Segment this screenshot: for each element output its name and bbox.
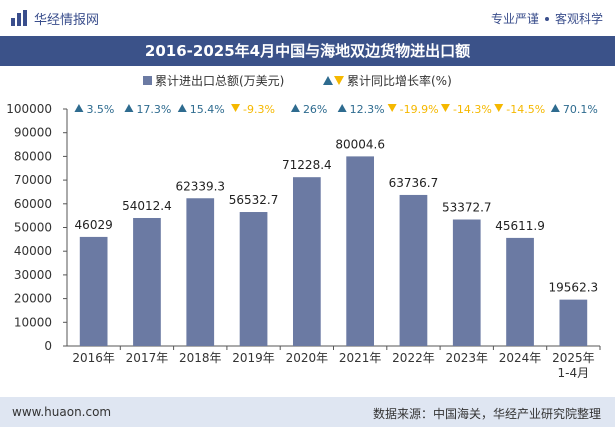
growth-up-icon [550, 104, 560, 112]
dot-separator [544, 16, 549, 21]
brand-name: 华经情报网 [34, 12, 100, 28]
tag-objective: 客观科学 [554, 12, 603, 26]
y-tick-label: 70000 [14, 173, 52, 187]
legend-bar-label: 累计进出口总额(万美元) [155, 74, 284, 88]
growth-up-icon [290, 104, 300, 112]
bar-value-label: 71228.4 [282, 158, 332, 172]
x-tick-label: 2025年 [552, 351, 595, 365]
growth-up-icon [74, 104, 84, 112]
y-tick-label: 60000 [14, 197, 52, 211]
growth-up-icon [177, 104, 187, 112]
growth-rate-label: -14.3% [453, 103, 492, 116]
bar-value-label: 19562.3 [549, 281, 599, 295]
x-tick-label: 2016年 [72, 351, 115, 365]
footer-bar: www.huaon.com 数据来源：中国海关，华经产业研究院整理 [0, 397, 615, 427]
growth-rate-label: 3.5% [86, 103, 114, 116]
growth-down-icon [494, 104, 504, 112]
title-bar: 2016-2025年4月中国与海地双边货物进出口额 [0, 36, 615, 66]
x-tick-label: 2018年 [179, 351, 222, 365]
y-tick-label: 80000 [14, 149, 52, 163]
bar-value-label: 46029 [75, 218, 113, 232]
bar [292, 177, 321, 346]
chart-title: 2016-2025年4月中国与海地双边货物进出口额 [144, 42, 471, 60]
growth-rate-label: -9.3% [243, 103, 275, 116]
growth-rate-label: -19.9% [400, 103, 439, 116]
growth-down-icon [387, 104, 397, 112]
y-tick-label: 10000 [14, 315, 52, 329]
brand-logo[interactable]: 华经情报网 [10, 9, 100, 28]
bar [399, 194, 428, 346]
chart-logo-icon [11, 10, 27, 26]
growth-rate-label: 12.3% [350, 103, 385, 116]
bar-value-label: 62339.3 [175, 179, 225, 193]
growth-up-icon [124, 104, 134, 112]
x-tick-label: 2017年 [126, 351, 169, 365]
bar [79, 236, 108, 346]
y-tick-label: 100000 [6, 102, 52, 116]
x-tick-label: 2023年 [445, 351, 488, 365]
bar [239, 212, 268, 346]
header-tags: 专业严谨 客观科学 [491, 10, 603, 27]
bar-value-label: 80004.6 [335, 137, 385, 151]
growth-rate-label: 70.1% [563, 103, 598, 116]
legend-growth-label: 累计同比增长率(%) [347, 73, 452, 88]
bar [506, 237, 534, 346]
bar-value-label: 63736.7 [389, 176, 439, 190]
growth-up-icon [337, 104, 347, 112]
bar-value-label: 53372.7 [442, 201, 492, 215]
y-tick-label: 20000 [14, 292, 52, 306]
growth-rate-label: 26% [303, 103, 327, 116]
growth-rate-label: 17.3% [136, 103, 171, 116]
legend-bar-swatch [143, 76, 152, 85]
y-tick-label: 30000 [14, 268, 52, 282]
bar [559, 299, 588, 346]
y-tick-label: 40000 [14, 244, 52, 258]
bar [346, 156, 375, 346]
growth-rate-label: 15.4% [190, 103, 225, 116]
top-bar: 华经情报网 专业严谨 客观科学 [0, 0, 615, 36]
x-tick-label: 2020年 [286, 351, 329, 365]
x-tick-label: 1-4月 [558, 366, 590, 380]
y-tick-label: 90000 [14, 126, 52, 140]
bar [452, 219, 481, 346]
bar [133, 217, 161, 346]
bar-value-label: 56532.7 [229, 193, 279, 207]
y-tick-label: 50000 [14, 221, 52, 235]
x-tick-label: 2019年 [232, 351, 275, 365]
bar-value-label: 45611.9 [495, 219, 545, 233]
bar-value-label: 54012.4 [122, 199, 172, 213]
bar-chart: 累计进出口总额(万美元) 累计同比增长率(%) 0 10000 20000 30000 40… [6, 73, 601, 380]
legend-growth-down-icon [334, 76, 344, 85]
x-tick-label: 2022年 [392, 351, 435, 365]
tag-professional: 专业严谨 [490, 12, 539, 26]
x-tick-label: 2021年 [339, 351, 382, 365]
data-source: 数据来源：中国海关，华经产业研究院整理 [372, 407, 601, 421]
growth-rate-label: -14.5% [506, 103, 545, 116]
growth-down-icon [231, 104, 241, 112]
website-link[interactable]: www.huaon.com [12, 405, 112, 419]
bar [186, 198, 215, 346]
legend-growth-up-icon [323, 76, 333, 85]
growth-down-icon [440, 104, 450, 112]
y-tick-label: 0 [44, 339, 52, 353]
x-tick-label: 2024年 [499, 351, 542, 365]
